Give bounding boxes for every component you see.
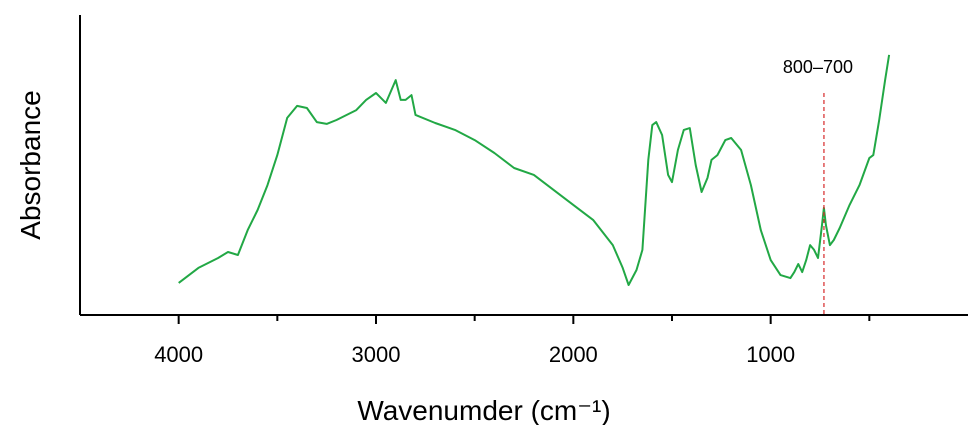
x-tick-label: 4000 <box>154 342 203 367</box>
x-tick-label: 3000 <box>352 342 401 367</box>
x-tick-label: 1000 <box>746 342 795 367</box>
spectrum-line <box>178 54 891 286</box>
annotation-label: 800–700 <box>783 57 853 77</box>
x-axis-label: Wavenumder (cm⁻¹) <box>357 395 610 425</box>
x-tick-label: 2000 <box>549 342 598 367</box>
y-axis-label: Absorbance <box>15 90 46 239</box>
